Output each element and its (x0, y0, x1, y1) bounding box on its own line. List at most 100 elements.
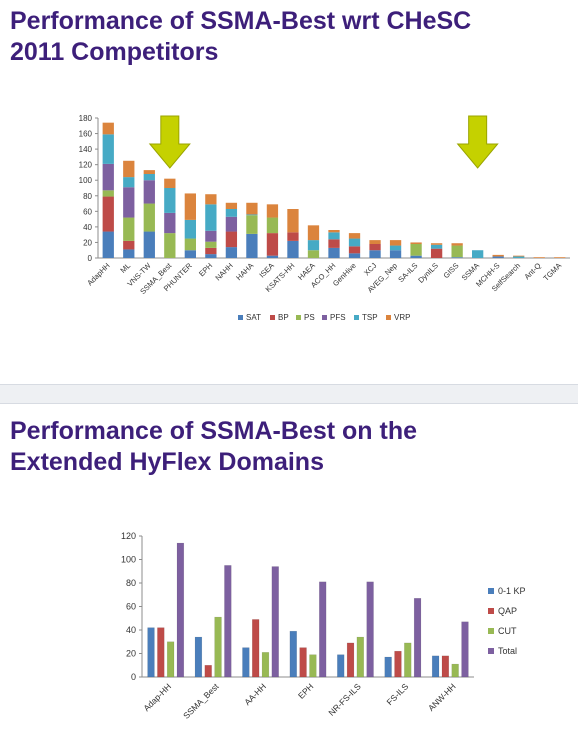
bar-segment-sat (246, 233, 258, 258)
x-tick-label: AA-HH (242, 681, 268, 707)
bar-segment-sat (369, 250, 381, 258)
bar-segment-bp (205, 247, 217, 255)
bar-segment-vrp (554, 257, 566, 258)
bar-segment-ps (266, 217, 279, 234)
bar-segment-sat (184, 250, 196, 258)
x-tick-label: FS-ILS (384, 681, 410, 707)
x-tick-label: Ant-Q (522, 261, 542, 281)
bar-0-1-kp (242, 647, 250, 678)
y-tick-label: 20 (83, 238, 92, 247)
bar-total (176, 542, 185, 678)
y-tick-label: 140 (79, 145, 93, 154)
bar-segment-ps (184, 238, 196, 251)
x-tick-label: TGMA (541, 261, 563, 283)
y-tick-label: 80 (126, 578, 136, 588)
bar-0-1-kp (431, 655, 440, 678)
x-tick-label: HAHA (234, 261, 255, 282)
bar-segment-ps (123, 217, 135, 241)
x-tick-label: ANW-HH (426, 681, 458, 713)
bar-segment-tsp (328, 232, 340, 240)
legend-label: SAT (246, 313, 261, 322)
bar-segment-sat (205, 254, 217, 258)
bar-segment-ps (205, 241, 217, 248)
x-tick-label: SSMA_Best (181, 681, 221, 721)
x-tick-label: DynILS (416, 261, 440, 285)
slide-hyflex: Performance of SSMA-Best on the Extended… (0, 404, 578, 732)
bar-qap (441, 655, 450, 678)
bar-cut (451, 663, 459, 678)
bar-segment-pfs (102, 163, 114, 191)
bar-segment-tsp (246, 214, 258, 216)
bar-segment-tsp (184, 219, 196, 239)
highlight-arrow-icon (148, 115, 191, 169)
bar-segment-vrp (348, 233, 361, 239)
bar-segment-vrp (328, 230, 340, 233)
bar-segment-vrp (205, 194, 217, 205)
bar-segment-pfs (205, 230, 217, 242)
legend-swatch (488, 588, 494, 594)
legend-swatch (488, 608, 494, 614)
y-tick-label: 80 (83, 192, 92, 201)
bar-segment-tsp (513, 256, 525, 258)
y-tick-label: 120 (79, 161, 93, 170)
x-tick-label: ML (118, 261, 132, 275)
bar-segment-bp (287, 232, 299, 241)
bar-total (366, 581, 374, 678)
bar-segment-vrp (123, 160, 135, 178)
legend-label: 0-1 KP (498, 586, 526, 596)
bar-segment-sat (123, 249, 135, 258)
bar-segment-sat (389, 250, 402, 258)
bar-segment-sat (143, 231, 155, 258)
bar-segment-bp (348, 246, 361, 254)
bar-segment-bp (102, 196, 114, 232)
bar-segment-tsp (348, 238, 361, 247)
bar-total (224, 565, 232, 678)
bar-segment-pfs (164, 212, 176, 234)
bar-segment-ps (410, 244, 422, 256)
bar-segment-bp (266, 233, 279, 256)
slide-competitors: Performance of SSMA-Best wrt CHeSC 2011 … (10, 7, 570, 322)
grouped-bar-chart: 0 20 40 60 80 100 120 Adap-HH SSMA_Best AA-HH EPH N… (121, 531, 526, 721)
bar-segment-pfs (225, 216, 238, 232)
bar-qap (157, 627, 165, 678)
bar-segment-tsp (164, 188, 176, 213)
x-tick-label: GISS (441, 261, 460, 280)
bar-cut (214, 616, 222, 678)
y-tick-label: 160 (79, 130, 93, 139)
bar-total (413, 598, 422, 678)
bar-segment-sat (102, 231, 114, 258)
legend-swatch (296, 315, 301, 320)
bar-cut (261, 652, 270, 678)
bar-segment-bp (369, 244, 381, 251)
legend-swatch (270, 315, 275, 320)
slide-title: Performance of SSMA-Best on the Extended… (10, 417, 418, 476)
bar-segment-vrp (492, 254, 504, 257)
y-tick-label: 180 (79, 114, 93, 123)
bar-segment-bp (123, 240, 135, 250)
bar-0-1-kp (147, 627, 155, 678)
legend-swatch (322, 315, 327, 320)
bar-total (271, 566, 279, 678)
legend-label: PS (304, 313, 315, 322)
slide-title: Performance of SSMA-Best wrt CHeSC 2011 … (10, 7, 472, 66)
legend-label: TSP (362, 313, 378, 322)
bar-cut (356, 636, 364, 678)
bar-segment-vrp (389, 240, 402, 246)
legend-label: Total (498, 646, 517, 656)
bar-segment-vrp (307, 225, 320, 241)
bar-segment-pfs (123, 187, 135, 218)
bar-segment-vrp (225, 202, 238, 209)
legend-swatch (386, 315, 391, 320)
bar-total (461, 621, 469, 678)
bar-segment-ps (164, 233, 176, 258)
x-tick-label: NR-FS-ILS (326, 681, 363, 718)
bar-cut (309, 654, 317, 678)
y-tick-label: 0 (88, 254, 93, 263)
bar-segment-tsp (123, 177, 135, 188)
legend-swatch (488, 648, 494, 654)
bar-segment-sat (451, 257, 463, 258)
x-tick-label: Adap-HH (141, 681, 173, 713)
bar-segment-tsp (307, 240, 320, 251)
bar-segment-sat (266, 255, 279, 258)
bar-0-1-kp (337, 654, 345, 678)
